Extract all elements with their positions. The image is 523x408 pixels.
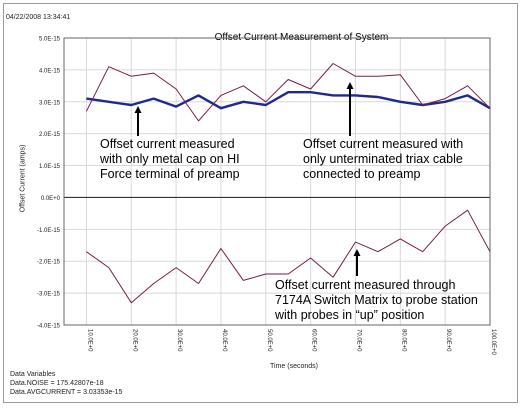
y-tick-label: 2.0E-15 [39, 132, 61, 138]
annotation-line: Offset current measured with [303, 137, 463, 152]
annotation-line: Offset current measured [100, 137, 240, 152]
y-tick-label: -1.0E-15 [37, 228, 61, 234]
y-tick-label: 1.0E-15 [39, 164, 61, 170]
annotation-metal-cap: Offset current measured with only metal … [100, 137, 240, 182]
y-tick-label: -2.0E-15 [37, 260, 61, 266]
x-tick-label: 40.0E+0 [221, 329, 227, 352]
x-tick-label: 60.0E+0 [311, 329, 317, 352]
x-tick-label: 30.0E+0 [176, 329, 182, 352]
footer-data-variables: Data Variables [10, 370, 55, 379]
annotation-arrowhead [135, 106, 142, 113]
annotation-line: only unterminated triax cable [303, 152, 463, 167]
y-tick-label: -3.0E-15 [37, 292, 61, 298]
y-tick-label: 3.0E-15 [39, 100, 61, 106]
x-tick-label: 80.0E+0 [400, 329, 406, 352]
annotation-line: 7174A Switch Matrix to probe station [275, 293, 478, 308]
annotation-switch-matrix: Offset current measured through 7174A Sw… [275, 278, 478, 323]
annotation-arrowhead [347, 82, 354, 89]
annotation-line: with only metal cap on HI [100, 152, 240, 167]
x-tick-label: 20.0E+0 [131, 329, 137, 352]
annotation-line: Offset current measured through [275, 278, 478, 293]
y-tick-label: 5.0E-15 [39, 37, 61, 43]
x-tick-label: 70.0E+0 [355, 329, 361, 352]
x-tick-label: 90.0E+0 [445, 329, 451, 352]
series-line [86, 92, 490, 108]
x-tick-label: 50.0E+0 [266, 329, 272, 352]
annotation-line: connected to preamp [303, 167, 463, 182]
footer-noise: Data.NOISE = 175.42807e-18 [10, 379, 104, 388]
y-tick-label: -4.0E-15 [37, 324, 61, 330]
annotation-triax-cable: Offset current measured with only unterm… [303, 137, 463, 182]
y-tick-label: 0.0E+0 [41, 196, 61, 202]
x-tick-label: 100.0E+0 [490, 329, 496, 356]
annotation-line: Force terminal of preamp [100, 167, 240, 182]
y-tick-label: 4.0E-15 [39, 68, 61, 74]
footer-avgcurrent: Data.AVGCURRENT = 3.03353e-15 [10, 388, 122, 397]
annotation-arrowhead [354, 249, 361, 256]
x-tick-label: 10.0E+0 [86, 329, 92, 352]
annotation-line: with probes in “up” position [275, 308, 478, 323]
